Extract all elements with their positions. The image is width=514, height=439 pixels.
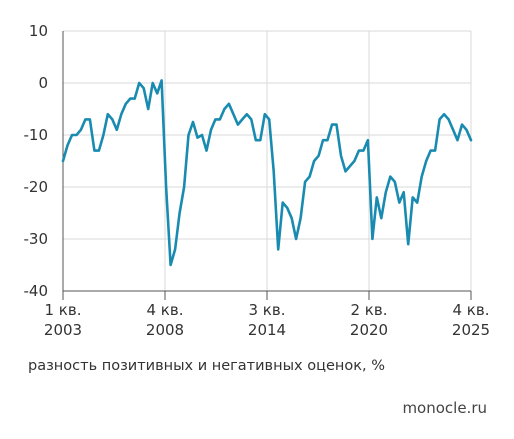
y-tick-label: -30 <box>24 230 49 248</box>
x-tick-label: 3 кв. <box>249 301 286 319</box>
gridlines <box>62 30 472 300</box>
y-axis-ticks: 10 0 -10 -20 -30 -40 <box>24 22 49 300</box>
source-label: monocle.ru <box>402 399 487 417</box>
x-tick-label: 4 кв. <box>147 301 184 319</box>
x-axis-ticks: 1 кв. 2003 4 кв. 2008 3 кв. 2014 2 кв. 2020 4 кв… <box>44 301 490 339</box>
series-line <box>61 79 473 267</box>
x-tick-label: 1 кв. <box>45 301 82 319</box>
x-tick-label: 2008 <box>146 321 184 339</box>
x-tick-label: 2014 <box>248 321 286 339</box>
x-tick-label: 2025 <box>452 321 490 339</box>
y-axis-caption: разность позитивных и негативных оценок,… <box>28 358 385 374</box>
x-tick-label: 2003 <box>44 321 82 339</box>
y-tick-label: 0 <box>38 74 48 92</box>
x-tick-label: 2 кв. <box>351 301 388 319</box>
x-tick-label: 2020 <box>350 321 388 339</box>
y-tick-label: -20 <box>24 178 49 196</box>
line-chart: 10 0 -10 -20 -30 -40 1 кв. 2003 4 кв. 2008 3 кв. 2… <box>24 22 491 339</box>
x-tick-label: 4 кв. <box>453 301 490 319</box>
y-tick-label: -40 <box>24 282 49 300</box>
y-tick-label: -10 <box>24 126 49 144</box>
y-tick-label: 10 <box>29 22 48 40</box>
